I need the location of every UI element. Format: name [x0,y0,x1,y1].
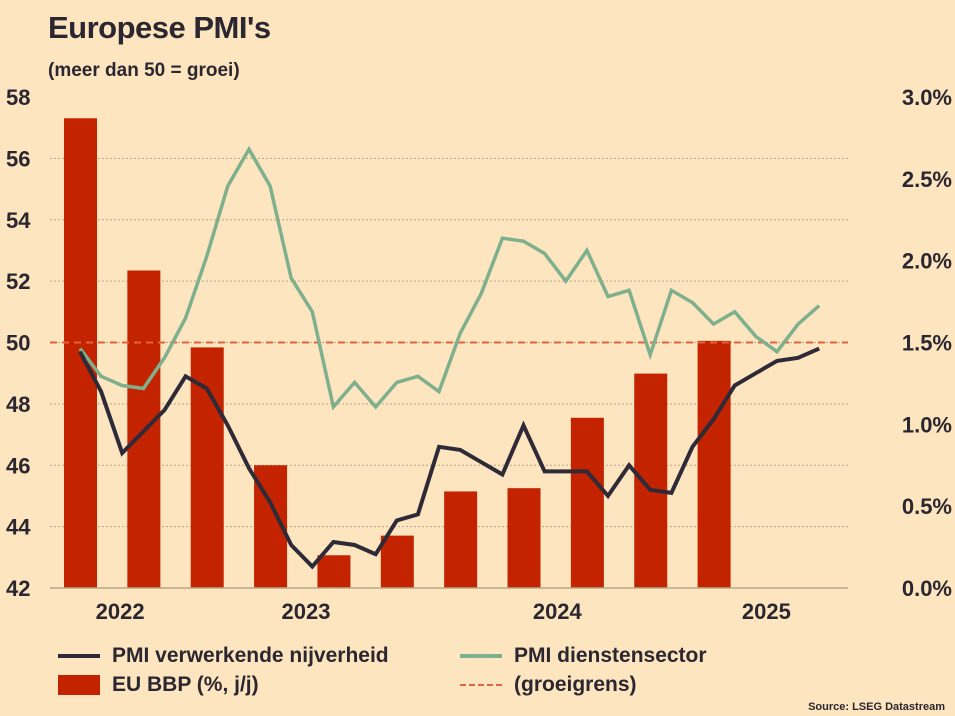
gdp-bar [634,373,668,588]
chart-title: Europese PMI's [48,10,271,45]
legend-label-threshold: (groeigrens) [514,673,637,696]
gdp-bar [317,555,351,588]
legend-swatch-threshold [460,684,502,686]
chart-subtitle: (meer dan 50 = groei) [48,60,240,81]
right-axis-tick-label: 0.5% [902,494,952,519]
legend-label-manufacturing: PMI verwerkende nijverheid [112,644,389,667]
right-axis-tick-label: 1.5% [902,331,952,356]
x-axis-tick-label: 2022 [96,599,145,624]
legend-swatch-gdp [58,675,100,695]
left-axis-tick-label: 46 [6,453,30,478]
right-axis-tick-label: 0.0% [902,576,952,601]
x-axis-tick-label: 2023 [282,599,331,624]
right-axis-tick-label: 2.5% [902,167,952,192]
manufacturing-pmi-line [78,346,820,570]
source-note: Source: LSEG Datastream [808,701,945,713]
legend-swatch-manufacturing [58,654,100,658]
left-axis-tick-label: 56 [6,146,30,171]
left-axis-tick-label: 50 [6,331,30,356]
legend-services: PMI dienstensector [460,644,707,668]
left-axis-tick-label: 48 [6,392,30,417]
gdp-bar [570,417,604,588]
right-axis-tick-label: 1.0% [902,412,952,437]
left-axis-tick-label: 44 [6,515,31,540]
x-axis-tick-label: 2025 [742,599,791,624]
right-axis-tick-label: 2.0% [902,249,952,274]
left-axis-tick-label: 54 [6,208,31,233]
gdp-bar [507,488,541,588]
gdp-bar [380,535,414,588]
left-axis-tick-label: 52 [6,269,30,294]
legend-label-services: PMI dienstensector [514,644,707,667]
gdp-bar [444,491,478,588]
legend-threshold: (groeigrens) [460,673,637,697]
legend-label-gdp: EU BBP (%, j/j) [112,673,259,696]
legend-manufacturing: PMI verwerkende nijverheid [58,644,389,668]
left-axis-tick-label: 42 [6,576,30,601]
left-axis-tick-label: 58 [6,85,30,110]
services-pmi-line [78,145,821,411]
gdp-bar [697,340,731,588]
legend-gdp: EU BBP (%, j/j) [58,673,259,697]
legend-swatch-services [460,654,502,658]
right-axis-tick-label: 3.0% [902,85,952,110]
x-axis-tick-label: 2024 [533,599,583,624]
